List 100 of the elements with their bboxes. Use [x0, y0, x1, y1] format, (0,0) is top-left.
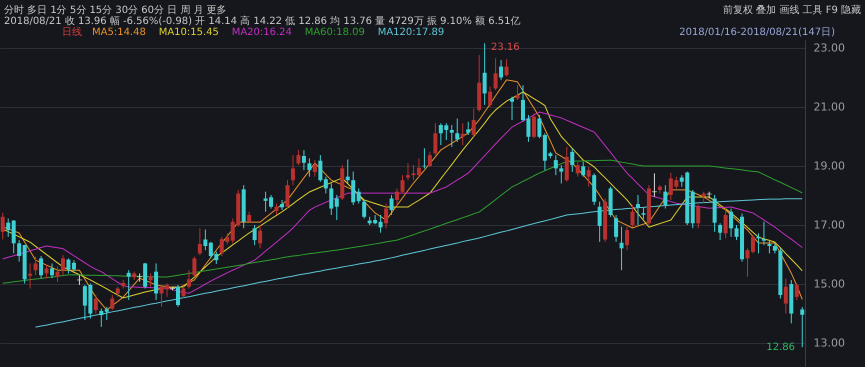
candlestick	[60, 254, 65, 276]
y-tick-label: 21.00	[814, 100, 845, 114]
candlestick	[312, 160, 317, 178]
text: 前复权 叠加 画线 工具 F9 隐藏	[722, 4, 861, 16]
text: 分时 多日 1分 5分 15分 30分 60分 日 周 月 更多	[4, 4, 227, 16]
candlestick	[110, 294, 114, 311]
candlestick	[718, 222, 722, 241]
text: MA10:15.45	[158, 27, 219, 38]
text: MA60:18.09	[304, 27, 365, 38]
candlestick	[641, 206, 646, 220]
candlestick	[455, 118, 460, 142]
candlestick	[516, 84, 520, 100]
y-tick-label: 15.00	[814, 278, 845, 291]
candlestick	[0, 212, 5, 240]
candlestick	[466, 121, 470, 136]
candlestick	[247, 211, 252, 222]
candlestick	[652, 172, 657, 198]
candlestick	[433, 122, 438, 156]
candlestick	[636, 194, 640, 226]
candlestick	[28, 262, 32, 289]
candlestick	[94, 294, 98, 314]
candlestick	[724, 206, 728, 239]
candlestick	[504, 58, 509, 78]
candlestick	[56, 266, 60, 282]
candlestick	[39, 256, 44, 279]
candlestick	[554, 154, 558, 176]
candlestick	[307, 158, 312, 178]
candlestick	[181, 286, 186, 300]
candlestick	[772, 242, 777, 254]
candlestick	[767, 240, 772, 254]
candlestick	[472, 108, 476, 138]
candlestick	[44, 264, 49, 279]
candlestick	[510, 96, 514, 120]
candlestick	[346, 159, 350, 184]
candlestick	[598, 201, 602, 242]
text: MA5:14.48	[92, 27, 146, 38]
candlestick	[406, 162, 410, 181]
candlestick	[76, 274, 82, 286]
candlestick	[696, 204, 700, 229]
candlestick	[570, 148, 574, 172]
candlestick	[198, 228, 202, 256]
candlestick	[564, 146, 569, 182]
candlestick	[422, 148, 426, 169]
candlestick	[143, 262, 148, 289]
candlestick	[800, 306, 804, 348]
candlestick	[460, 122, 465, 146]
candlestick	[450, 124, 454, 148]
candlestick	[148, 272, 153, 288]
candlestick	[663, 184, 668, 210]
candlestick	[488, 86, 492, 108]
candlestick	[756, 232, 760, 254]
legend-title: 日线	[62, 26, 82, 38]
candlestick	[559, 164, 564, 184]
y-tick-label: 13.00	[814, 336, 845, 350]
candlestick	[362, 199, 366, 220]
annotation: 23.16	[491, 42, 520, 53]
candlestick	[258, 224, 262, 249]
candlestick	[620, 226, 624, 271]
candlestick	[186, 270, 191, 289]
candlestick	[50, 262, 54, 279]
candlestick	[252, 224, 257, 246]
candlestick	[494, 58, 498, 91]
y-tick-label: 23.00	[814, 41, 845, 54]
annotation: 12.86	[766, 342, 795, 353]
text: MA20:16.24	[232, 27, 292, 38]
candlestick	[784, 278, 788, 314]
candlestick	[576, 161, 580, 178]
candlestick	[630, 204, 634, 228]
candlestick	[290, 154, 295, 186]
text: 2018/01/16-2018/08/21(147日)	[679, 27, 836, 38]
candlestick	[499, 60, 504, 81]
candlestick	[625, 226, 630, 251]
candlestick	[428, 151, 432, 168]
y-tick-label: 19.00	[814, 160, 845, 173]
candlestick	[286, 180, 290, 210]
candlestick	[280, 199, 284, 210]
text: MA120:17.89	[378, 27, 444, 38]
candlestick	[794, 282, 799, 301]
candlestick	[614, 214, 618, 242]
candlestick	[296, 150, 300, 166]
candlestick	[400, 174, 404, 194]
candlestick	[176, 284, 180, 308]
candlestick	[192, 256, 196, 278]
candlestick	[395, 188, 400, 208]
candlestick	[702, 191, 706, 204]
candlestick	[390, 194, 394, 216]
text: 2018/08/21 收 13.96 幅 -6.56%(-0.98) 开 14.14 高 14.22 低 12.86 均 13.76 量 4729万 振 9.10% 额 6.51亿	[4, 15, 521, 27]
candlestick	[586, 166, 591, 188]
y-tick-label: 17.00	[814, 218, 845, 232]
candlestick	[482, 42, 487, 106]
candlestick	[729, 208, 734, 238]
candlestick	[126, 270, 131, 301]
candlestick	[274, 203, 279, 216]
candlestick	[384, 203, 388, 229]
candlestick	[581, 161, 586, 178]
candlestick	[154, 262, 158, 301]
candlestick	[116, 286, 120, 298]
candlestick	[302, 150, 306, 171]
candlestick	[34, 256, 38, 276]
candlestick	[532, 112, 536, 139]
